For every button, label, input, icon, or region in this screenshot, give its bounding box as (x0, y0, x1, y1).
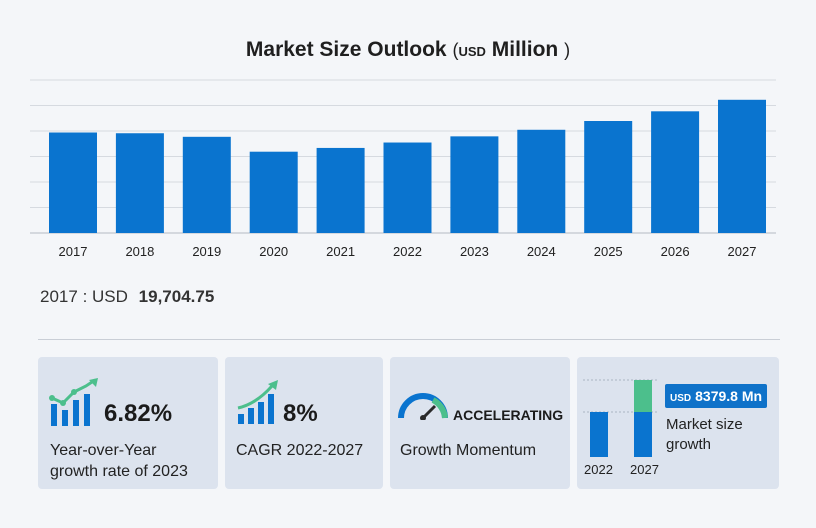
mini-growth-chart (583, 379, 657, 457)
base-year: 2017 (40, 287, 78, 306)
mini-year-end: 2027 (630, 462, 659, 477)
chart-title: Market Size Outlook (USD Million ) (0, 38, 816, 62)
bar-2020 (249, 151, 298, 233)
mini-bar-2027-growth (634, 380, 652, 412)
market-growth-badge: USD 8379.8 Mn (665, 384, 767, 408)
badge-value: 8379.8 Mn (695, 388, 763, 404)
bar-2017 (49, 132, 97, 233)
x-tick-label-2018: 2018 (125, 244, 154, 259)
title-paren-open: ( (452, 40, 459, 60)
bar-2018 (115, 133, 164, 233)
bar-2023 (450, 136, 499, 233)
x-tick-label-2026: 2026 (661, 244, 690, 259)
bar-2021 (316, 147, 365, 233)
mini-bar-2022 (590, 412, 608, 457)
x-tick-label-2024: 2024 (527, 244, 556, 259)
momentum-value: ACCELERATING (453, 407, 564, 423)
base-currency: USD (92, 287, 128, 306)
base-year-value: 2017 : USD 19,704.75 (40, 287, 214, 307)
yoy-label-line2: growth rate of 2023 (50, 463, 188, 480)
yoy-label-line1: Year-over-Year (50, 442, 157, 459)
growth-bars-icon (49, 378, 98, 426)
rising-bars-icon (237, 380, 278, 424)
bar-2025 (584, 121, 633, 233)
yoy-value: 6.82% (104, 400, 173, 427)
bar-2022 (383, 142, 432, 233)
bar-2024 (517, 129, 566, 233)
cagr-value: 8% (283, 400, 318, 427)
badge-currency: USD (670, 393, 692, 404)
base-separator: : (82, 287, 88, 306)
x-tick-label-2017: 2017 (59, 244, 88, 259)
x-tick-label-2023: 2023 (460, 244, 489, 259)
momentum-label: Growth Momentum (400, 442, 537, 459)
market-growth-card (577, 357, 779, 489)
market-growth-label: Market size growth (666, 415, 743, 455)
title-paren-close: ) (564, 40, 571, 60)
speedometer-icon (398, 393, 448, 420)
mini-year-start: 2022 (584, 462, 613, 477)
x-tick-label-2022: 2022 (393, 244, 422, 259)
bar-2026 (651, 111, 700, 233)
bar-2019 (182, 136, 231, 233)
bar-2027 (718, 99, 766, 234)
x-tick-label-2025: 2025 (594, 244, 623, 259)
x-tick-label-2027: 2027 (728, 244, 757, 259)
x-tick-label-2021: 2021 (326, 244, 355, 259)
section-divider (38, 339, 780, 340)
momentum-card (390, 357, 570, 489)
market-label-line2: growth (666, 436, 712, 453)
title-unit: Million (491, 38, 559, 61)
bar-chart: 2017 2018 2019 2020 2021 2022 2023 2024 2025 2026… (30, 79, 776, 259)
x-tick-label-2020: 2020 (259, 244, 288, 259)
mini-bar-2027-base (634, 412, 652, 457)
title-currency: USD (458, 44, 486, 59)
base-amount: 19,704.75 (138, 287, 215, 306)
market-label-line1: Market size (666, 416, 743, 433)
title-text: Market Size Outlook (245, 38, 447, 61)
x-tick-label-2019: 2019 (192, 244, 221, 259)
cagr-label: CAGR 2022-2027 (236, 442, 364, 459)
